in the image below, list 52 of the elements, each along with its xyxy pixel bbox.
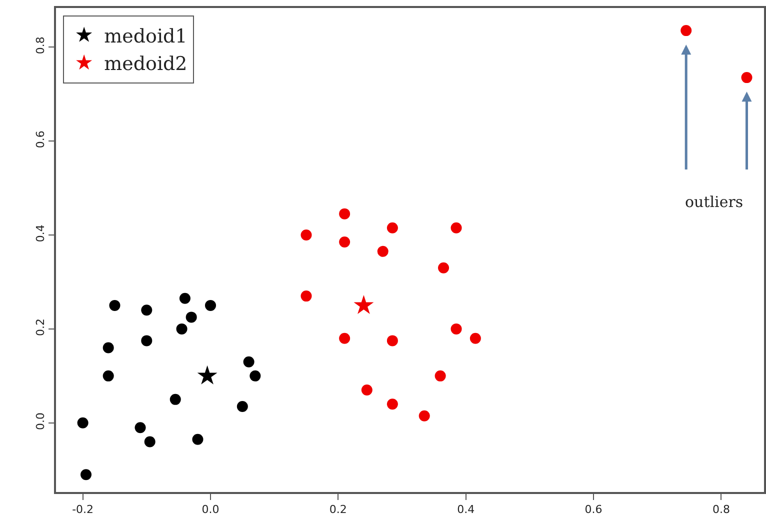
point bbox=[144, 436, 156, 448]
point bbox=[80, 469, 92, 480]
point bbox=[141, 335, 152, 346]
legend-label: medoid2 bbox=[104, 53, 188, 76]
point bbox=[170, 394, 181, 405]
point bbox=[102, 370, 114, 382]
point bbox=[141, 304, 152, 316]
point bbox=[186, 312, 197, 323]
annotation: outliers bbox=[685, 193, 744, 211]
point bbox=[418, 410, 430, 422]
y-tick-label: 0.4 bbox=[34, 224, 47, 242]
x-tick-label: -0.2 bbox=[72, 502, 94, 516]
point bbox=[300, 229, 312, 240]
point bbox=[250, 370, 261, 382]
point bbox=[741, 72, 752, 84]
x-tick-label: 0.6 bbox=[584, 502, 602, 516]
y-tick-label: 0.2 bbox=[34, 318, 47, 336]
y-tick-label: 0.0 bbox=[34, 412, 47, 430]
point bbox=[236, 400, 248, 412]
point bbox=[134, 422, 146, 434]
x-tick-label: 0.0 bbox=[202, 502, 220, 516]
point bbox=[361, 384, 372, 396]
point bbox=[197, 365, 218, 384]
point bbox=[450, 323, 462, 334]
x-tick-label: 0.2 bbox=[329, 502, 347, 516]
point bbox=[179, 292, 190, 304]
point bbox=[386, 335, 398, 346]
point bbox=[680, 25, 692, 36]
point bbox=[450, 222, 462, 234]
y-tick-label: 0.8 bbox=[34, 36, 47, 54]
point bbox=[377, 246, 388, 257]
point bbox=[339, 332, 350, 344]
point bbox=[386, 398, 398, 410]
point bbox=[386, 222, 398, 234]
x-tick-label: 0.8 bbox=[712, 502, 730, 516]
point bbox=[354, 294, 374, 314]
point bbox=[339, 236, 350, 248]
point bbox=[470, 332, 481, 344]
point bbox=[339, 208, 350, 220]
point bbox=[300, 290, 312, 302]
point bbox=[176, 323, 188, 334]
y-tick-label: 0.6 bbox=[34, 130, 47, 148]
x-tick-label: 0.4 bbox=[457, 502, 475, 516]
point bbox=[434, 370, 446, 382]
point bbox=[243, 356, 254, 368]
point bbox=[438, 262, 450, 274]
point bbox=[192, 434, 204, 445]
point bbox=[102, 342, 114, 354]
point bbox=[205, 300, 216, 311]
point bbox=[109, 300, 120, 311]
legend-label: medoid1 bbox=[104, 26, 188, 48]
point bbox=[77, 417, 88, 428]
